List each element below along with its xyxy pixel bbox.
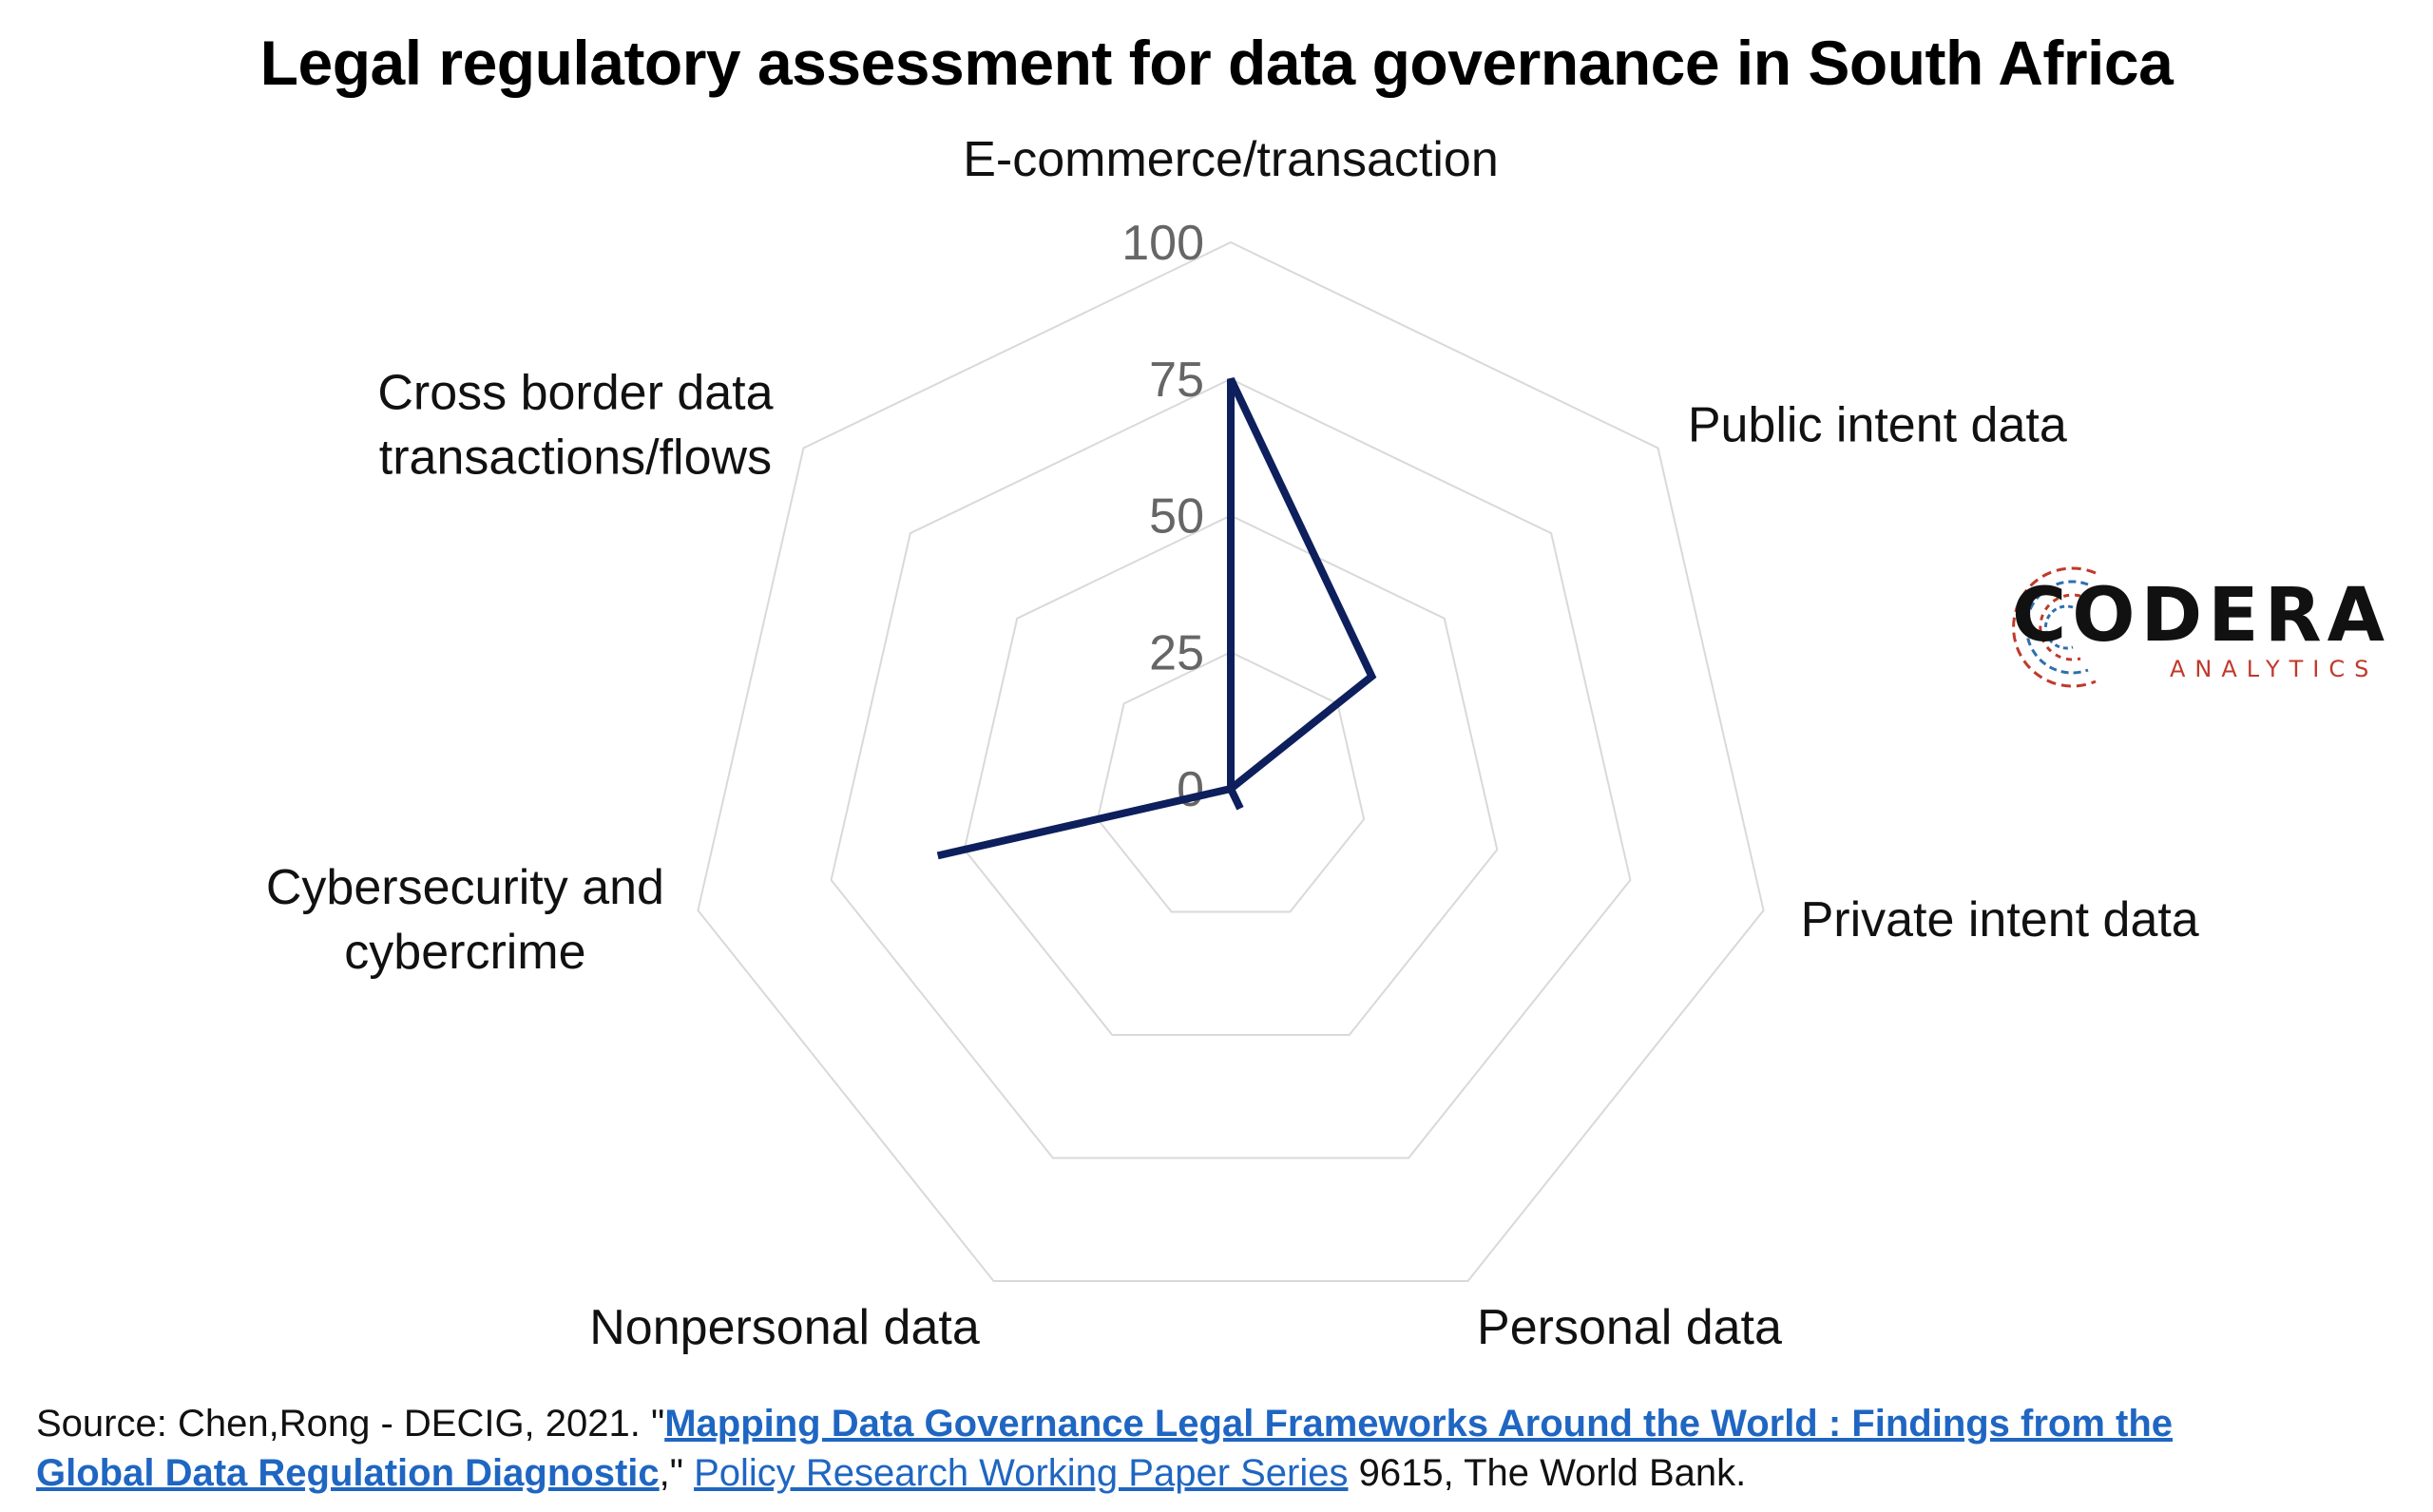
axis-label-line: Private intent data [1801,892,2199,947]
grid-ring-100 [697,240,1765,1283]
source-note: Source: Chen,Rong - DECIG, 2021. "Mappin… [36,1399,2222,1498]
codera-logo: CODERA ANALYTICS [1982,556,2385,699]
codera-logo-word: CODERA [2012,573,2391,659]
codera-logo-sub: ANALYTICS [2170,656,2379,682]
axis-label-5: Cybersecurity and cybercrime [266,860,664,980]
radar-tick-labels: 0 25 50 75 100 [1121,216,1204,817]
source-link-series[interactable]: Policy Research Working Paper Series [694,1452,1349,1494]
radar-grid [697,240,1765,1283]
axis-label-line: Nonpersonal data [589,1300,980,1355]
codera-logo-mark [2012,566,2097,688]
source-middle: ," [659,1452,695,1494]
source-suffix: 9615, The World Bank. [1348,1452,1747,1494]
axis-label-line: Public intent data [1688,398,2067,453]
axis-label-2: Private intent data [1801,892,2199,947]
tick-label-50: 50 [1149,489,1204,545]
axis-label-3: Personal data [1477,1300,1782,1355]
axis-label-line: Personal data [1477,1300,1782,1355]
axis-label-line: Cross border data [377,366,773,421]
tick-label-0: 0 [1177,762,1204,817]
axis-label-line: cybercrime [344,925,585,980]
series-line-0 [936,377,1377,860]
tick-label-100: 100 [1121,216,1204,271]
axis-label-0: E-commerce/transaction [963,132,1499,187]
tick-label-75: 75 [1149,353,1204,408]
axis-label-1: Public intent data [1688,398,2067,453]
axis-label-4: Nonpersonal data [589,1300,980,1355]
radar-series [936,377,1377,860]
grid-ring-50 [963,514,1499,1037]
axis-label-6: Cross border data transactions/flows [377,366,773,486]
radar-axis-labels: E-commerce/transaction Public intent data… [266,132,2199,1355]
axis-label-line: transactions/flows [379,431,772,486]
axis-label-line: E-commerce/transaction [963,132,1499,187]
tick-label-25: 25 [1149,625,1204,680]
grid-ring-75 [830,377,1632,1159]
axis-label-line: Cybersecurity and [266,860,664,915]
grid-ring-25 [1096,651,1366,913]
chart-title: Legal regulatory assessment for data gov… [259,28,2174,98]
source-link-paper[interactable]: Mapping Data Governance Legal Frameworks… [36,1403,2174,1494]
source-prefix: Source: Chen,Rong - DECIG, 2021. " [36,1403,665,1445]
